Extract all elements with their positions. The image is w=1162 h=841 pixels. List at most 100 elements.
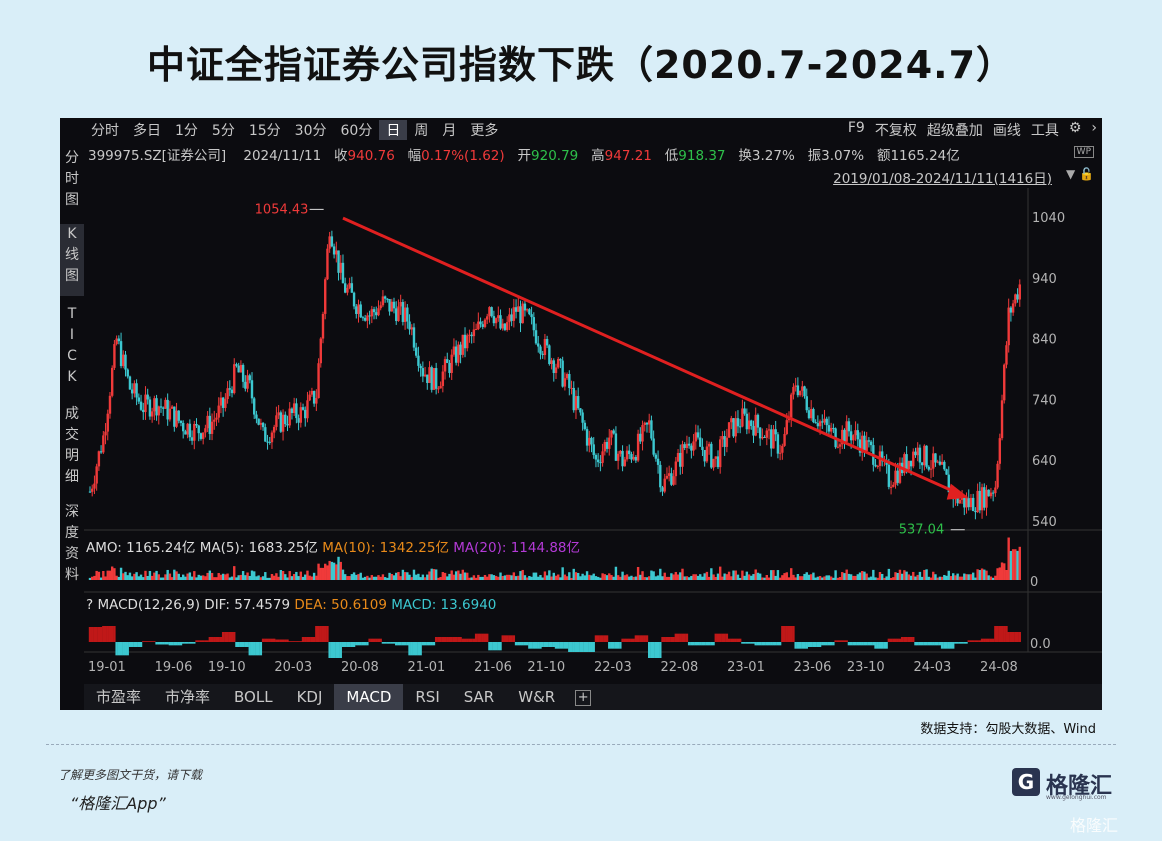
x-tick-5: 21-01 [408, 660, 446, 675]
volume-bar [874, 577, 877, 580]
turnover-label: 换 [738, 148, 752, 164]
macd-bar [903, 637, 906, 642]
macd-bar [335, 642, 338, 658]
macd-bar [148, 641, 152, 642]
period-5[interactable]: 30分 [294, 123, 327, 139]
candle-body [162, 407, 165, 409]
period-3[interactable]: 5分 [211, 123, 235, 139]
candle-body [541, 353, 544, 355]
macd-bar [561, 642, 564, 649]
sidebar-item-trades[interactable]: 成交明细 [60, 404, 84, 488]
candle-body [497, 315, 500, 319]
period-9[interactable]: 月 [442, 123, 457, 139]
macd-bar [812, 642, 815, 647]
tab-5[interactable]: RSI [415, 688, 440, 706]
candle-body [517, 306, 520, 312]
macd-bar [224, 632, 227, 642]
volume-bar [987, 575, 990, 580]
volume-bar [452, 574, 456, 580]
period-8[interactable]: 周 [414, 123, 429, 139]
toolbar-tool-5[interactable]: ⚙ [1068, 120, 1082, 136]
tab-0[interactable]: 市盈率 [96, 688, 142, 706]
add-tab-button[interactable]: + [575, 690, 592, 706]
sidebar-item-depth[interactable]: 深度资料 [60, 502, 84, 586]
candle-body [801, 386, 804, 391]
macd-bar [965, 642, 968, 644]
period-2[interactable]: 1分 [175, 123, 198, 139]
tab-4[interactable]: MACD [334, 684, 404, 710]
volume-bar [940, 576, 944, 580]
candle-body [1011, 303, 1015, 313]
period-4[interactable]: 15分 [248, 123, 281, 139]
macd-bar [259, 642, 263, 656]
macd-bar [310, 637, 314, 642]
kline-chart[interactable]: 1040 940 840 740 640 540 19-01 19-06 19-10 20-03 2… [60, 118, 1102, 684]
candle-body [277, 412, 280, 416]
macd-bar [408, 642, 411, 656]
candle-body [88, 491, 92, 493]
volume-bar [991, 577, 995, 580]
open-value: 920.79 [531, 148, 579, 164]
macd-bar [532, 642, 536, 649]
volume-bar [876, 577, 879, 580]
candle-body [419, 365, 422, 369]
candle-body [224, 399, 227, 408]
candle-body [796, 385, 800, 396]
toolbar-tool-4[interactable]: 工具 [1030, 123, 1059, 139]
macd-bar [368, 638, 371, 642]
toolbar-tool-1[interactable]: 不复权 [874, 123, 917, 139]
tab-7[interactable]: W&R [518, 688, 556, 706]
macd-bar [672, 637, 675, 642]
macd-bar [543, 642, 547, 647]
macd-bar [630, 638, 633, 642]
macd-bar [201, 640, 205, 642]
macd-bar [352, 642, 356, 647]
volume-bar [253, 571, 256, 580]
volume-bar [164, 574, 167, 580]
period-7[interactable]: 日 [379, 120, 408, 140]
candle-body [861, 435, 864, 453]
volume-bar [550, 576, 553, 580]
macd-bar [357, 642, 360, 646]
macd-bar [721, 633, 724, 642]
candle-body [226, 388, 229, 400]
toolbar-tool-2[interactable]: 超级叠加 [926, 123, 983, 139]
macd-bar [246, 642, 249, 647]
period-6[interactable]: 60分 [340, 123, 373, 139]
macd-bar [865, 642, 868, 646]
candle-body [119, 341, 123, 367]
candle-body [965, 498, 968, 508]
candle-body [938, 461, 942, 465]
period-10[interactable]: 更多 [470, 123, 499, 139]
macd-bar [486, 633, 489, 642]
candle-body [346, 287, 349, 293]
sidebar-item-timeshare[interactable]: 分时图 [60, 148, 84, 211]
volume-bar [896, 572, 899, 580]
macd-help[interactable]: ? [86, 597, 94, 613]
toolbar-tool-0[interactable]: F9 [847, 120, 865, 136]
date-range-selector[interactable]: 2019/01/08-2024/11/11(1416日) [833, 171, 1052, 187]
toolbar-tool-6[interactable]: › [1091, 120, 1097, 136]
period-0[interactable]: 分时 [91, 123, 119, 139]
candle-body [778, 452, 782, 454]
toolbar-tool-3[interactable]: 画线 [992, 123, 1021, 139]
macd-bar [894, 638, 897, 642]
tab-1[interactable]: 市净率 [165, 688, 211, 706]
tab-3[interactable]: KDJ [296, 688, 323, 706]
volume-bar [501, 575, 504, 580]
macd-bar [288, 641, 291, 642]
range-dropdown-icon[interactable]: ▼ 🔓 [1066, 167, 1094, 181]
candle-body [335, 250, 338, 255]
candle-body [572, 387, 575, 411]
volume-bar [947, 570, 950, 580]
tab-2[interactable]: BOLL [234, 688, 273, 706]
period-1[interactable]: 多日 [133, 123, 161, 139]
tab-6[interactable]: SAR [463, 688, 495, 706]
wp-badge[interactable]: WP [1073, 146, 1094, 158]
macd-bar [488, 642, 491, 651]
candle-body [461, 334, 464, 355]
candle-body [747, 420, 751, 430]
volume-bar [288, 571, 291, 580]
